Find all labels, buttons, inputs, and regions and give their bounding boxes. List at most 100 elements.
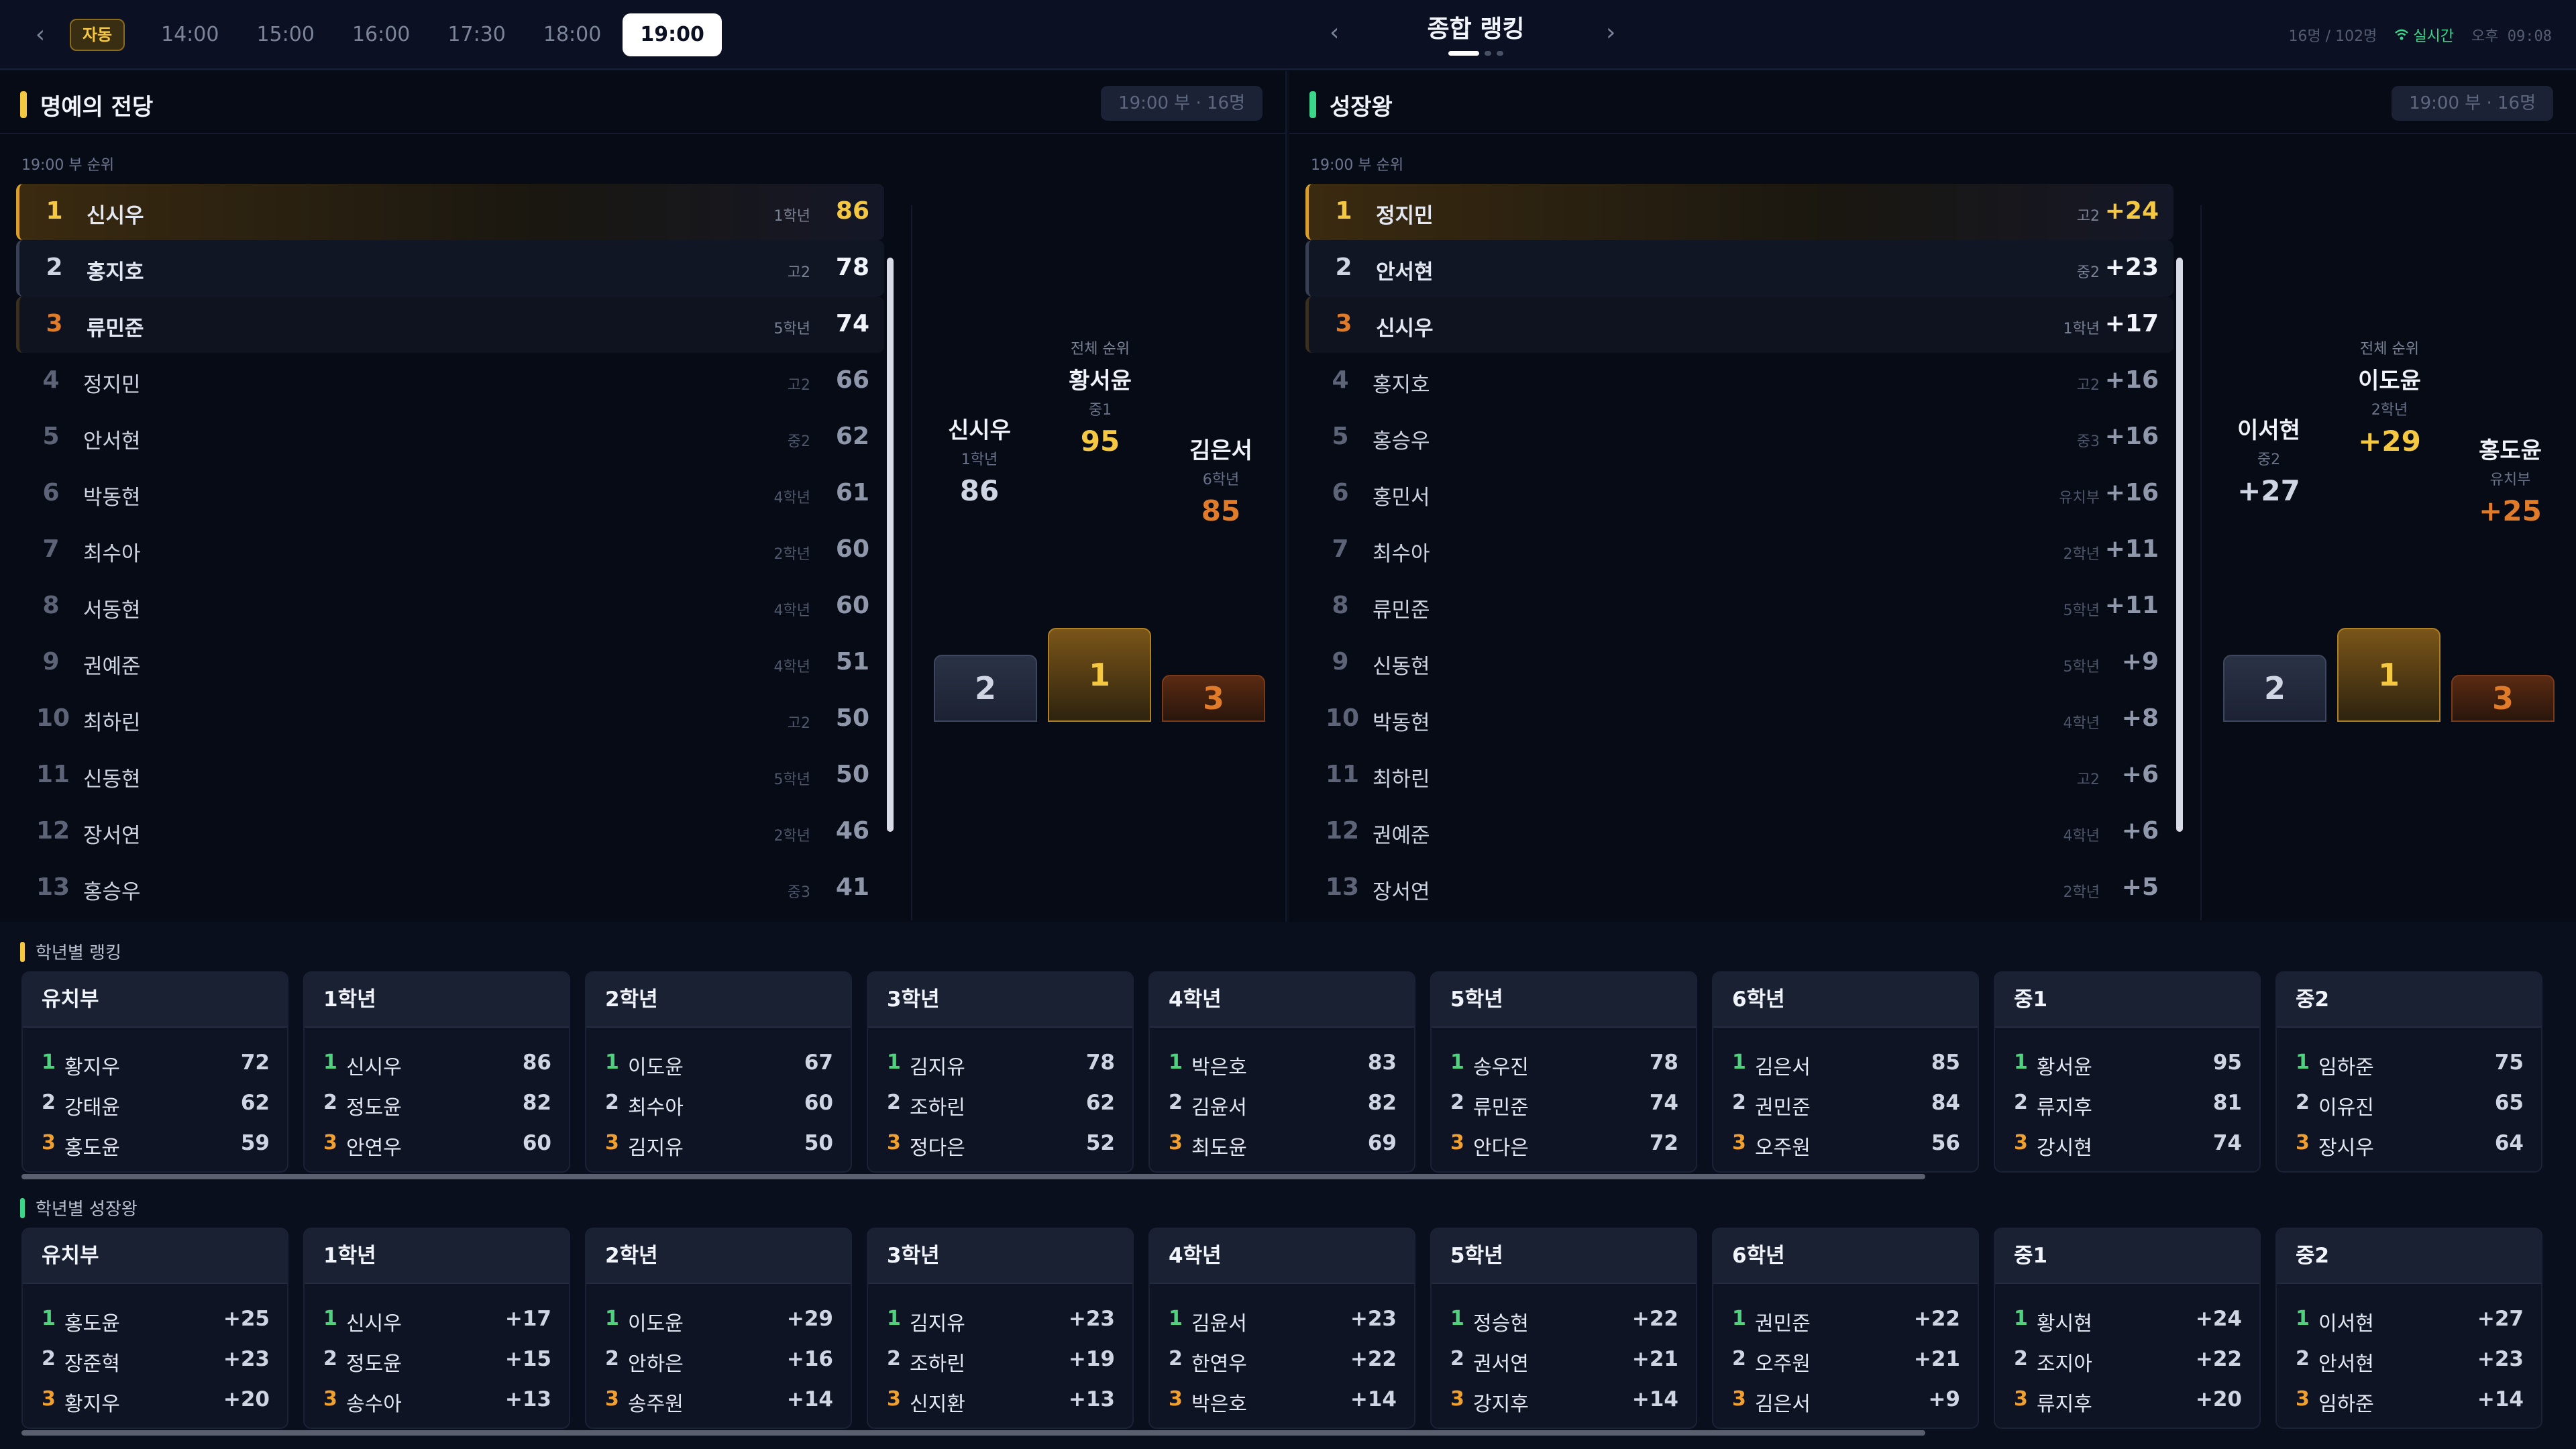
list-item: 3 정다은 52 (868, 1124, 1132, 1165)
grade-card[interactable]: 중2 1 이서현 +27 2 안서현 +23 3 임하준 +14 (2275, 1228, 2542, 1429)
table-row[interactable]: 3 류민준 5학년 74 (16, 297, 884, 353)
grade-card[interactable]: 중1 1 황서윤 95 2 류지후 81 3 강시현 74 (1994, 971, 2261, 1173)
page-title-wrap: 종합 랭킹 (1315, 9, 1637, 56)
tab-1600[interactable]: 16:00 (352, 23, 411, 46)
card-body: 1 신시우 86 2 정도윤 82 3 안연우 60 (305, 1028, 569, 1165)
table-row[interactable]: 8 서동현 4학년 60 (16, 578, 884, 635)
table-row[interactable]: 10 박동현 4학년 +8 (1305, 691, 2174, 747)
table-row[interactable]: 1 신시우 1학년 86 (16, 184, 884, 240)
table-row[interactable]: 6 박동현 4학년 61 (16, 466, 884, 522)
podium-first[interactable]: 황서윤 중1 95 (1040, 362, 1161, 458)
list-item: 1 김지유 78 (868, 1044, 1132, 1084)
list-item: 1 김윤서 +23 (1150, 1300, 1414, 1340)
list-item: 1 신시우 86 (305, 1044, 569, 1084)
rank-number: 13 (1326, 873, 1360, 901)
page-dot[interactable] (1497, 51, 1503, 56)
podium-third[interactable]: 김은서 6학년 85 (1167, 432, 1275, 527)
student-name: 장서연 (83, 824, 141, 848)
grade-label: 4학년 (2063, 828, 2100, 845)
score: 72 (1649, 1131, 1678, 1155)
card-body: 1 신시우 +17 2 정도윤 +15 3 송수아 +13 (305, 1284, 569, 1421)
list-item: 2 강태윤 62 (23, 1084, 287, 1124)
grade-card[interactable]: 5학년 1 송우진 78 2 류민준 74 3 안다은 72 (1430, 971, 1697, 1173)
horizontal-scrollbar[interactable] (21, 1430, 1925, 1436)
tab-1900[interactable]: 19:00 (623, 13, 722, 56)
table-row[interactable]: 5 안서현 중2 62 (16, 409, 884, 466)
table-row[interactable]: 13 장서연 2학년 +5 (1305, 860, 2174, 916)
table-row[interactable]: 10 최하린 고2 50 (16, 691, 884, 747)
grade-card[interactable]: 1학년 1 신시우 +17 2 정도윤 +15 3 송수아 +13 (303, 1228, 570, 1429)
podium-first[interactable]: 이도윤 2학년 +29 (2329, 362, 2450, 458)
grade-card[interactable]: 유치부 1 홍도윤 +25 2 장준혁 +23 3 황지우 +20 (21, 1228, 288, 1429)
table-row[interactable]: 7 최수아 2학년 +11 (1305, 522, 2174, 578)
rank-number: 1 (1169, 1307, 1183, 1330)
grade-card[interactable]: 5학년 1 정승현 +22 2 권서연 +21 3 강지후 +14 (1430, 1228, 1697, 1429)
grade-label: 2학년 (773, 546, 810, 563)
grade-label: 고2 (787, 264, 810, 281)
score: 61 (835, 479, 869, 506)
table-row[interactable]: 3 신시우 1학년 +17 (1305, 297, 2174, 353)
list-item: 3 김지유 50 (586, 1124, 851, 1165)
grade-card[interactable]: 3학년 1 김지유 +23 2 조하린 +19 3 신지환 +13 (867, 1228, 1134, 1429)
grade-card[interactable]: 유치부 1 황지우 72 2 강태윤 62 3 홍도윤 59 (21, 971, 288, 1173)
podium-second[interactable]: 신시우 1학년 86 (926, 412, 1033, 507)
grade-card[interactable]: 중1 1 황시현 +24 2 조지아 +22 3 류지후 +20 (1994, 1228, 2261, 1429)
table-row[interactable]: 7 최수아 2학년 60 (16, 522, 884, 578)
podium-third[interactable]: 홍도윤 유치부 +25 (2457, 432, 2564, 527)
auto-toggle[interactable]: 자동 (70, 19, 125, 51)
table-row[interactable]: 12 장서연 2학년 46 (16, 804, 884, 860)
grade-label: 중2 (787, 433, 810, 450)
tab-1800[interactable]: 18:00 (543, 23, 602, 46)
grade-card[interactable]: 6학년 1 권민준 +22 2 오주원 +21 3 김은서 +9 (1712, 1228, 1979, 1429)
list-item: 1 임하준 75 (2277, 1044, 2541, 1084)
table-row[interactable]: 6 홍민서 유치부 +16 (1305, 466, 2174, 522)
table-row[interactable]: 9 권예준 4학년 51 (16, 635, 884, 691)
podium-second[interactable]: 이서현 중2 +27 (2215, 412, 2322, 507)
table-row[interactable]: 1 정지민 고2 +24 (1305, 184, 2174, 240)
hall-of-fame-panel: 명예의 전당 19:00 부 · 16명 19:00 부 순위 1 신시우 1학년 8… (0, 71, 1287, 922)
table-row[interactable]: 11 최하린 고2 +6 (1305, 747, 2174, 804)
rank-number: 2 (323, 1347, 337, 1371)
table-row[interactable]: 11 신동현 5학년 50 (16, 747, 884, 804)
table-row[interactable]: 12 권예준 4학년 +6 (1305, 804, 2174, 860)
page-dot[interactable] (1485, 51, 1491, 56)
table-row[interactable]: 2 홍지호 고2 78 (16, 240, 884, 297)
student-name: 신동현 (83, 767, 141, 792)
rank-number: 5 (1332, 423, 1349, 450)
grade-card[interactable]: 4학년 1 박은호 83 2 김윤서 82 3 최도윤 69 (1148, 971, 1415, 1173)
score: +23 (2477, 1347, 2524, 1371)
horizontal-scrollbar[interactable] (21, 1174, 1925, 1179)
grade-card[interactable]: 6학년 1 김은서 85 2 권민준 84 3 오주원 56 (1712, 971, 1979, 1173)
table-row[interactable]: 4 정지민 고2 66 (16, 353, 884, 409)
page-dot[interactable] (1448, 51, 1479, 56)
table-row[interactable]: 8 류민준 5학년 +11 (1305, 578, 2174, 635)
grade-card[interactable]: 2학년 1 이도윤 +29 2 안하은 +16 3 송주원 +14 (585, 1228, 852, 1429)
scrollbar[interactable] (887, 258, 894, 832)
grade-card[interactable]: 2학년 1 이도윤 67 2 최수아 60 3 김지유 50 (585, 971, 852, 1173)
card-body: 1 임하준 75 2 이유진 65 3 장시우 64 (2277, 1028, 2541, 1165)
prev-page-icon[interactable]: ‹ (1330, 19, 1340, 46)
list-item: 1 김은서 85 (1713, 1044, 1978, 1084)
table-row[interactable]: 13 홍승우 중3 41 (16, 860, 884, 916)
table-row[interactable]: 2 안서현 중2 +23 (1305, 240, 2174, 297)
score: +29 (786, 1307, 833, 1331)
table-row[interactable]: 4 홍지호 고2 +16 (1305, 353, 2174, 409)
scrollbar[interactable] (2176, 258, 2183, 832)
grade-card[interactable]: 3학년 1 김지유 78 2 조하린 62 3 정다은 52 (867, 971, 1134, 1173)
table-row[interactable]: 9 신동현 5학년 +9 (1305, 635, 2174, 691)
tab-1730[interactable]: 17:30 (447, 23, 506, 46)
chevron-left-icon[interactable]: ‹ (35, 21, 46, 48)
grade-card[interactable]: 중2 1 임하준 75 2 이유진 65 3 장시우 64 (2275, 971, 2542, 1173)
grade-card[interactable]: 1학년 1 신시우 86 2 정도윤 82 3 안연우 60 (303, 971, 570, 1173)
list-item: 1 이도윤 +29 (586, 1300, 851, 1340)
student-name: 안서현 (1376, 260, 1434, 284)
card-title: 6학년 (1713, 973, 1978, 1028)
podium-name: 홍도윤 (2479, 437, 2542, 464)
rank-number: 3 (42, 1387, 56, 1411)
tab-1400[interactable]: 14:00 (161, 23, 219, 46)
tab-1500[interactable]: 15:00 (256, 23, 315, 46)
grade-card[interactable]: 4학년 1 김윤서 +23 2 한연우 +22 3 박은호 +14 (1148, 1228, 1415, 1429)
table-row[interactable]: 5 홍승우 중3 +16 (1305, 409, 2174, 466)
next-page-icon[interactable]: › (1606, 19, 1616, 46)
panel-title: 성장왕 (1330, 94, 1393, 121)
